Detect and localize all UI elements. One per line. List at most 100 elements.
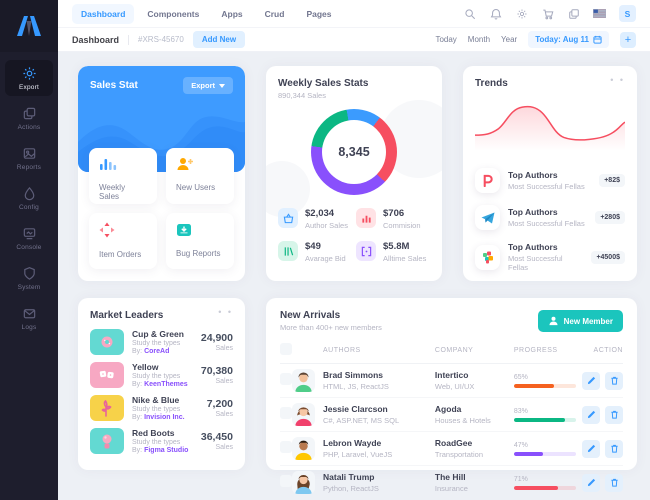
edit-button[interactable]: [582, 439, 600, 458]
edit-button[interactable]: [582, 473, 600, 492]
row-checkbox[interactable]: [280, 372, 292, 385]
author-name[interactable]: Jessie Clarcson: [323, 404, 388, 414]
add-person-icon: [549, 316, 558, 326]
sidebar-item-label: Export: [19, 84, 39, 91]
new-member-button[interactable]: New Member: [537, 310, 623, 332]
top-navbar: Dashboard Components Apps Crud Pages: [58, 0, 650, 28]
brackets-icon: [356, 241, 376, 261]
by-label: By:: [132, 414, 143, 421]
tile-bug-reports[interactable]: Bug Reports: [166, 213, 234, 269]
author-name[interactable]: Lebron Wayde: [323, 438, 382, 448]
search-icon[interactable]: [463, 7, 476, 20]
copy-icon[interactable]: [567, 7, 580, 20]
weekly-stats-subtitle: 890,344 Sales: [278, 91, 326, 100]
avatar: [292, 471, 315, 494]
row-checkbox[interactable]: [280, 406, 292, 419]
tile-weekly-sales[interactable]: Weekly Sales: [89, 148, 157, 204]
stat-label: Alltime Sales: [383, 254, 427, 263]
delete-button[interactable]: [605, 371, 623, 390]
author-link[interactable]: CoreAd: [144, 348, 170, 355]
author-link[interactable]: Figma Studio: [144, 447, 189, 454]
by-label: By:: [132, 381, 143, 388]
tile-label: New Users: [176, 183, 216, 192]
delete-button[interactable]: [605, 473, 623, 492]
range-year[interactable]: Year: [501, 35, 518, 44]
bug-inbox-icon: [177, 224, 191, 236]
sidebar-item-console[interactable]: Console: [5, 220, 53, 256]
author-name[interactable]: Brad Simmons: [323, 370, 383, 380]
cart-icon[interactable]: [541, 7, 554, 20]
edit-button[interactable]: [582, 405, 600, 424]
export-dropdown[interactable]: Export: [183, 77, 233, 94]
bell-icon[interactable]: [489, 7, 502, 20]
author-link[interactable]: Invision Inc.: [144, 414, 185, 421]
edit-button[interactable]: [582, 371, 600, 390]
sidebar-item-system[interactable]: System: [5, 260, 53, 296]
divider: [128, 34, 130, 45]
range-month[interactable]: Month: [467, 35, 491, 44]
market-leaders-title: Market Leaders: [90, 310, 164, 321]
delete-button[interactable]: [605, 405, 623, 424]
gear-icon[interactable]: [515, 7, 528, 20]
trend-amount-badge: +4500$: [591, 250, 625, 264]
avatar: [292, 403, 315, 426]
sales-stat-tiles: Weekly Sales New Users: [89, 148, 234, 269]
tab-crud[interactable]: Crud: [264, 8, 285, 19]
main-content: Sales Stat Export: [58, 52, 650, 500]
sales-stat-title: Sales Stat: [90, 80, 138, 91]
product-name-link[interactable]: Cup & Green: [132, 329, 184, 339]
image-icon: [23, 148, 35, 159]
tab-apps[interactable]: Apps: [221, 8, 243, 19]
product-thumbnail: [90, 395, 124, 421]
weekly-sales-stats-card: Weekly Sales Stats 890,344 Sales 8,345 $…: [266, 66, 442, 281]
telegram-icon: [475, 205, 500, 230]
product-name-link[interactable]: Nike & Blue: [132, 395, 180, 405]
col-authors: AUTHORS: [292, 339, 435, 364]
basket-icon: [278, 208, 298, 228]
add-new-button[interactable]: Add New: [192, 31, 246, 48]
select-all-checkbox[interactable]: [280, 343, 292, 355]
calendar-icon: [593, 35, 602, 44]
author-link[interactable]: KeenThemes: [144, 381, 188, 388]
company-field: Web, UI/UX: [434, 382, 475, 391]
user-avatar[interactable]: S: [619, 5, 636, 22]
tab-pages[interactable]: Pages: [306, 8, 332, 19]
app-logo[interactable]: [0, 0, 58, 52]
sidebar-item-logs[interactable]: Logs: [5, 300, 53, 336]
sidebar-item-export[interactable]: Export: [5, 60, 53, 96]
progress-bar-fill: [513, 485, 558, 490]
tab-components[interactable]: Components: [147, 8, 200, 19]
authors-table: AUTHORS COMPANY PROGRESS ACTION: [280, 339, 623, 499]
stat-value: $49: [305, 241, 321, 252]
tile-item-orders[interactable]: Item Orders: [89, 213, 157, 269]
product-name-link[interactable]: Red Boots: [132, 428, 175, 438]
range-today[interactable]: Today: [435, 35, 457, 44]
chevron-down-icon: [219, 83, 225, 88]
sidebar-item-actions[interactable]: Actions: [5, 100, 53, 136]
delete-button[interactable]: [605, 439, 623, 458]
product-name-link[interactable]: Yellow: [132, 362, 159, 372]
add-widget-button[interactable]: +: [620, 31, 636, 48]
by-label: By:: [132, 348, 143, 355]
product-desc: Study the types: [132, 373, 181, 380]
progress-bar: [513, 417, 576, 422]
sidebar-item-reports[interactable]: Reports: [5, 140, 53, 176]
date-picker-button[interactable]: Today: Aug 11: [528, 31, 609, 48]
col-company: COMPANY: [434, 339, 514, 364]
avatar: [292, 437, 315, 460]
tile-new-users[interactable]: New Users: [166, 148, 234, 204]
row-checkbox[interactable]: [280, 440, 292, 453]
progress-cell: 71%: [513, 466, 582, 500]
progress-bar: [513, 383, 576, 388]
stat-average-bid: $49 Avarage Bid: [278, 241, 352, 263]
sidebar-item-label: Console: [16, 244, 42, 251]
progress-label: 71%: [513, 475, 528, 483]
sidebar-item-config[interactable]: Config: [5, 180, 53, 216]
more-menu-icon[interactable]: • •: [610, 75, 625, 85]
author-name[interactable]: Natali Trump: [323, 472, 375, 482]
row-checkbox[interactable]: [280, 474, 292, 487]
more-menu-icon[interactable]: • •: [218, 307, 233, 317]
tab-dashboard[interactable]: Dashboard: [72, 3, 135, 24]
us-flag-icon[interactable]: [593, 7, 606, 20]
